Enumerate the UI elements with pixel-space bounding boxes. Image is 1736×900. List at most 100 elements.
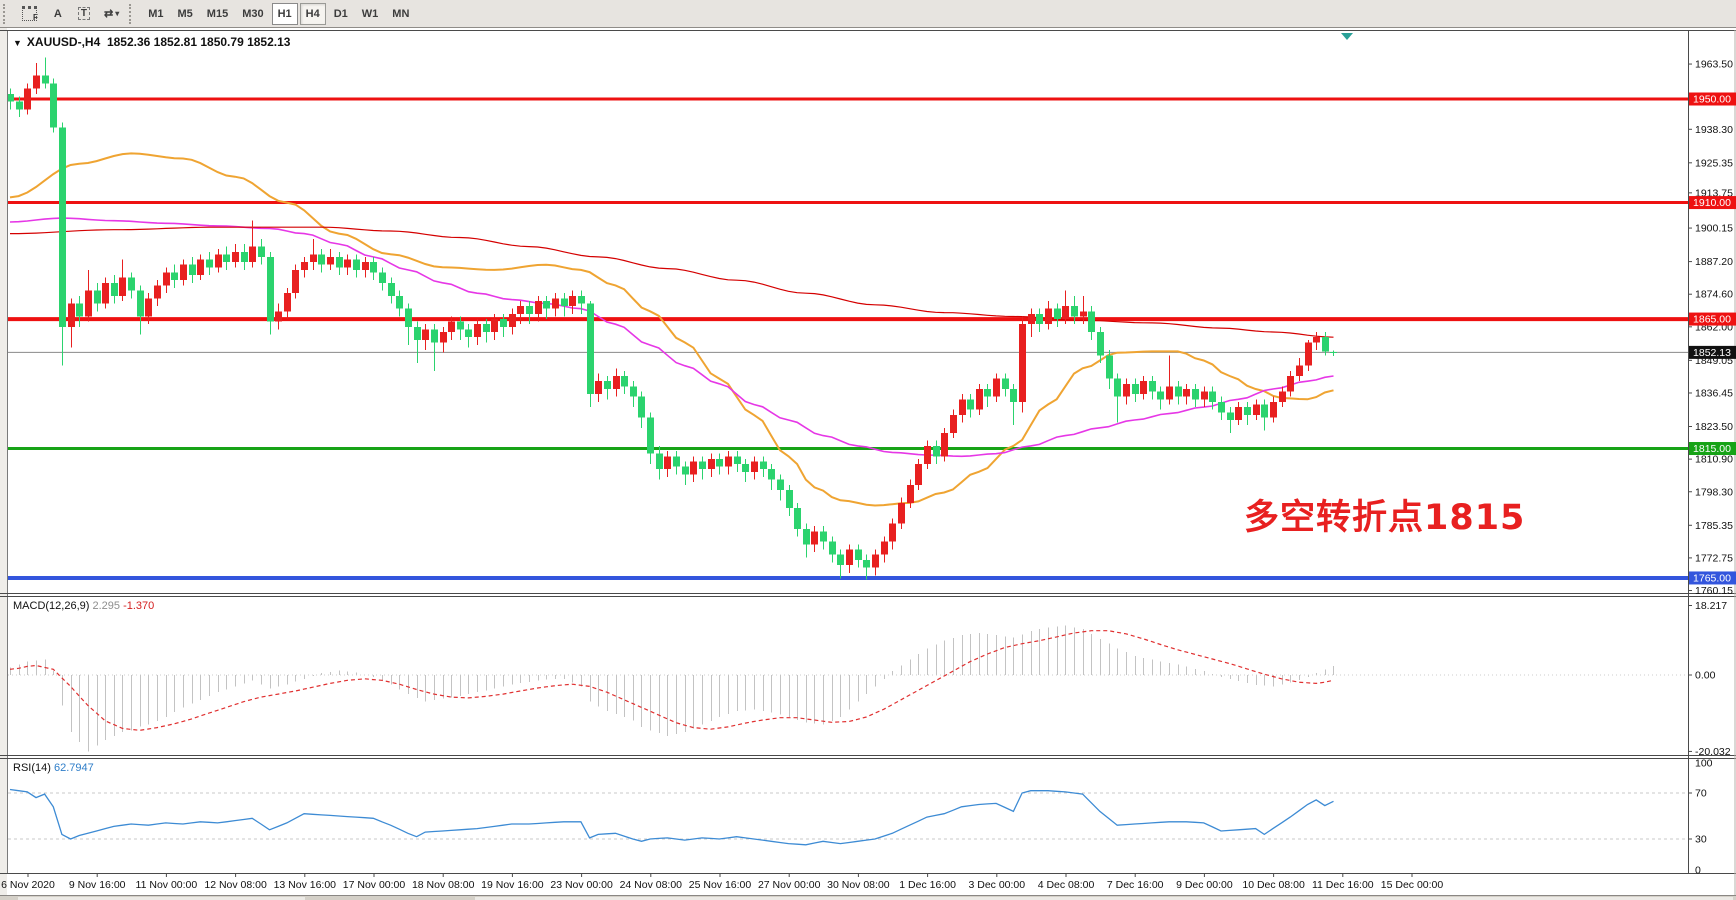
- svg-text:1765.00: 1765.00: [1693, 572, 1731, 584]
- price-marker-1815.00: 1815.00: [1689, 442, 1736, 456]
- timeframe-button-h4[interactable]: H4: [299, 2, 326, 25]
- bottom-tab-segment: [18, 897, 305, 900]
- svg-text:0.00: 0.00: [1695, 670, 1716, 682]
- svg-text:1760.15: 1760.15: [1695, 585, 1733, 597]
- svg-text:12 Nov 08:00: 12 Nov 08:00: [204, 879, 267, 891]
- svg-text:10 Dec 08:00: 10 Dec 08:00: [1242, 879, 1305, 891]
- rsi-label: RSI(14) 62.7947: [13, 762, 94, 774]
- svg-text:11 Dec 16:00: 11 Dec 16:00: [1312, 879, 1374, 891]
- svg-text:-20.032: -20.032: [1695, 746, 1731, 758]
- price-marker-1852.13: 1852.13: [1689, 345, 1736, 359]
- svg-text:27 Nov 00:00: 27 Nov 00:00: [758, 879, 821, 891]
- toolbar-grip[interactable]: [3, 3, 12, 24]
- svg-text:1785.35: 1785.35: [1695, 520, 1733, 532]
- shift-marker-icon[interactable]: [1341, 33, 1353, 40]
- svg-text:0: 0: [1695, 865, 1701, 877]
- svg-text:1815.00: 1815.00: [1693, 443, 1731, 455]
- svg-text:15 Dec 00:00: 15 Dec 00:00: [1381, 879, 1444, 891]
- timeframe-button-w1[interactable]: W1: [356, 3, 385, 25]
- letter-a-icon: A: [53, 7, 62, 20]
- chevron-down-icon: ▾: [115, 9, 120, 18]
- symbol-label: XAUUSD-,H4: [26, 35, 101, 49]
- svg-text:100: 100: [1695, 758, 1713, 770]
- svg-text:17 Nov 00:00: 17 Nov 00:00: [343, 879, 406, 891]
- price-marker-1910.00: 1910.00: [1689, 196, 1736, 210]
- grid-f-label: F: [33, 13, 38, 22]
- svg-text:6 Nov 2020: 6 Nov 2020: [1, 879, 55, 891]
- arrows-icon: ⇄: [104, 8, 114, 20]
- timeframe-button-h1[interactable]: H1: [271, 2, 298, 25]
- price-axis[interactable]: 1963.501938.301925.351913.751900.151887.…: [1688, 59, 1736, 877]
- svg-text:1874.60: 1874.60: [1695, 289, 1733, 301]
- timeframe-button-d1[interactable]: D1: [328, 3, 354, 25]
- svg-text:1823.50: 1823.50: [1695, 421, 1733, 433]
- timeframe-button-mn[interactable]: MN: [386, 3, 415, 25]
- main-price-panel[interactable]: [7, 57, 1688, 580]
- svg-text:19 Nov 16:00: 19 Nov 16:00: [481, 879, 544, 891]
- macd-value-main: 2.295: [92, 600, 121, 612]
- svg-text:13 Nov 16:00: 13 Nov 16:00: [274, 879, 337, 891]
- svg-text:1798.30: 1798.30: [1695, 486, 1733, 498]
- time-axis[interactable]: 6 Nov 2020 9 Nov 16:00 11 Nov 00:00 12 Nov …: [1, 873, 1443, 891]
- svg-text:1900.15: 1900.15: [1695, 223, 1733, 235]
- svg-text:1836.45: 1836.45: [1695, 387, 1733, 399]
- toolbar-grip-2[interactable]: [129, 3, 138, 24]
- svg-text:1865.00: 1865.00: [1693, 314, 1731, 326]
- svg-text:1852.13: 1852.13: [1693, 347, 1731, 359]
- timeframe-button-m30[interactable]: M30: [236, 3, 269, 25]
- svg-text:18 Nov 08:00: 18 Nov 08:00: [412, 879, 475, 891]
- svg-text:18.217: 18.217: [1695, 600, 1727, 612]
- svg-text:24 Nov 08:00: 24 Nov 08:00: [620, 879, 683, 891]
- templates-button[interactable]: F: [16, 3, 44, 25]
- svg-text:3 Dec 00:00: 3 Dec 00:00: [968, 879, 1025, 891]
- ma-magenta-line: [9, 217, 1334, 458]
- text-box-button[interactable]: T: [72, 3, 96, 25]
- svg-text:1810.90: 1810.90: [1695, 454, 1733, 466]
- price-marker-1950.00: 1950.00: [1689, 92, 1736, 106]
- panel-frame: [0, 28, 1736, 895]
- timeframe-button-m5[interactable]: M5: [172, 3, 199, 25]
- svg-text:1772.75: 1772.75: [1695, 552, 1733, 564]
- macd-panel[interactable]: [8, 625, 1688, 752]
- rsi-line: [9, 788, 1334, 846]
- svg-text:25 Nov 16:00: 25 Nov 16:00: [689, 879, 752, 891]
- svg-text:7 Dec 16:00: 7 Dec 16:00: [1107, 879, 1164, 891]
- symbol-dropdown-icon[interactable]: ▼: [13, 38, 22, 48]
- rsi-name: RSI(14): [13, 762, 51, 774]
- rsi-panel[interactable]: [8, 788, 1688, 846]
- svg-text:11 Nov 00:00: 11 Nov 00:00: [136, 879, 198, 891]
- macd-value-signal: -1.370: [123, 600, 155, 612]
- bottom-tab-strip[interactable]: [0, 895, 1736, 900]
- svg-text:1910.00: 1910.00: [1693, 197, 1731, 209]
- macd-label: MACD(12,26,9) 2.295 -1.370: [13, 600, 154, 612]
- arrow-objects-button[interactable]: ⇄ ▾: [98, 3, 125, 25]
- svg-text:30: 30: [1695, 834, 1707, 846]
- svg-text:1963.50: 1963.50: [1695, 59, 1733, 71]
- macd-name: MACD(12,26,9): [13, 600, 90, 612]
- price-marker-1865.00: 1865.00: [1689, 312, 1736, 326]
- svg-text:1938.30: 1938.30: [1695, 124, 1733, 136]
- chart-annotation-text: 多空转折点1815: [1244, 498, 1526, 538]
- grid-f-icon: [22, 6, 37, 21]
- bottom-tab-segment: [475, 897, 1733, 900]
- svg-text:23 Nov 00:00: 23 Nov 00:00: [550, 879, 613, 891]
- ma-orange-line: [9, 152, 1334, 507]
- rsi-value: 62.7947: [53, 762, 94, 774]
- macd-signal-line: [9, 630, 1334, 731]
- svg-text:70: 70: [1695, 788, 1707, 800]
- candles-layer: [8, 57, 1337, 580]
- timeframe-button-m15[interactable]: M15: [201, 3, 234, 25]
- ma-red-line: [10, 226, 1334, 338]
- svg-text:30 Nov 08:00: 30 Nov 08:00: [827, 879, 890, 891]
- svg-text:1 Dec 16:00: 1 Dec 16:00: [899, 879, 956, 891]
- chart-canvas[interactable]: 1963.501938.301925.351913.751900.151887.…: [0, 28, 1736, 900]
- text-label-button[interactable]: A: [46, 3, 70, 25]
- letter-t-icon: T: [77, 7, 90, 20]
- toolbar: F A T ⇄ ▾ M1 M5 M15 M30 H1 H4 D1 W1 MN: [0, 0, 1736, 28]
- timeframe-button-m1[interactable]: M1: [142, 3, 169, 25]
- svg-text:9 Dec 00:00: 9 Dec 00:00: [1176, 879, 1233, 891]
- svg-text:1887.20: 1887.20: [1695, 256, 1733, 268]
- price-marker-1765.00: 1765.00: [1689, 571, 1736, 585]
- svg-text:4 Dec 08:00: 4 Dec 08:00: [1038, 879, 1095, 891]
